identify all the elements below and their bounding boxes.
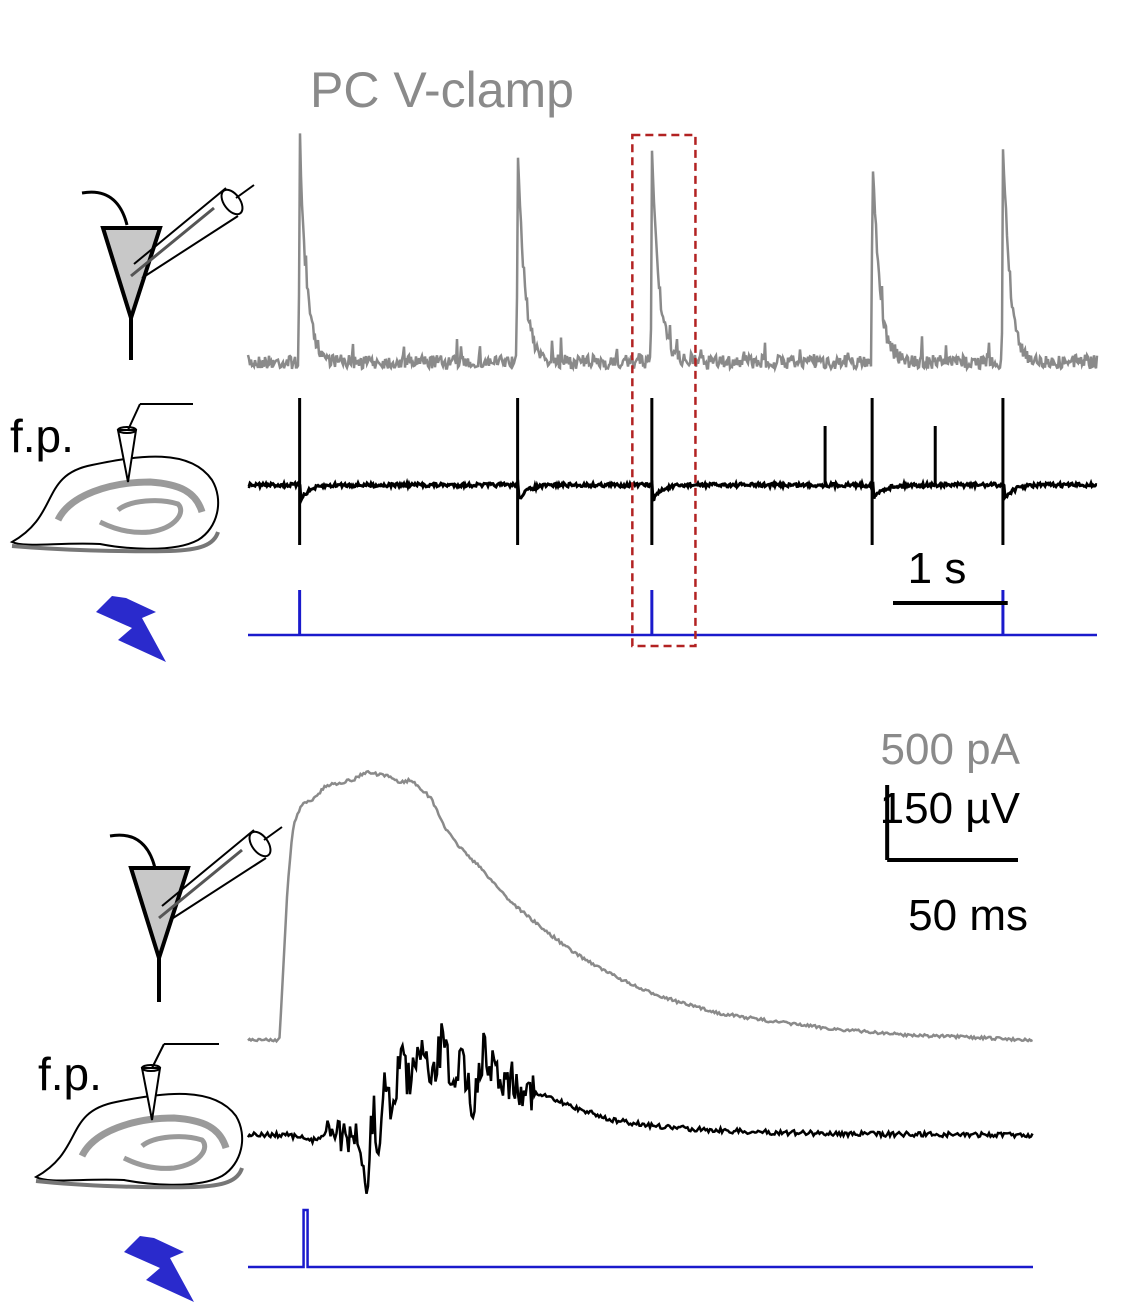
panel-title: PC V-clamp (310, 62, 574, 118)
hippocampal-slice-icon-bottom (33, 1043, 244, 1190)
patch-pipette-icon (130, 184, 255, 279)
pyramidal-neuron-icon-bottom (109, 826, 283, 1002)
amplitude-time-scalebar: 500 pA 150 µV 50 ms (880, 725, 1028, 940)
field-electrode-icon-bottom (140, 1043, 219, 1121)
scalebar-time-label-bottom: 50 ms (908, 891, 1028, 940)
time-scalebar: 1 s (893, 544, 1008, 605)
fp-trace-bottom (246, 1023, 1034, 1194)
stim-pulse-bottom (248, 1208, 1033, 1269)
pc-current-trace (246, 133, 1099, 374)
field-electrode-icon (116, 403, 193, 483)
top-traces (246, 133, 1099, 637)
hippocampal-slice-icon (9, 403, 220, 554)
fp-label-bottom: f.p. (38, 1048, 102, 1100)
scalebar-current-label: 500 pA (881, 725, 1021, 774)
scalebar-time-label: 1 s (908, 544, 967, 593)
pc-current-trace-bottom (247, 769, 1034, 1044)
highlight-box (631, 133, 697, 648)
pyramidal-neuron-icon (81, 184, 255, 360)
patch-pipette-icon-bottom (158, 826, 283, 921)
lightning-bolt-icon (96, 596, 166, 662)
fp-label: f.p. (10, 410, 74, 462)
scalebar-voltage-label: 150 µV (880, 784, 1021, 833)
fp-trace (247, 477, 1098, 507)
bottom-traces (246, 769, 1034, 1269)
lightning-bolt-icon-bottom (124, 1236, 194, 1302)
